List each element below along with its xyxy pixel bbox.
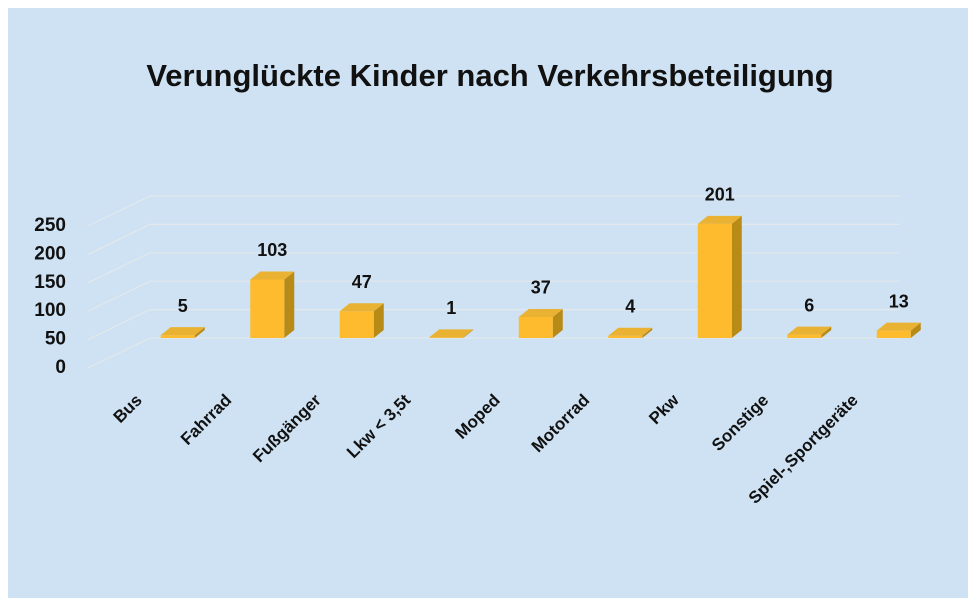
value-label: 37 [531,278,551,298]
y-tick-label: 200 [34,243,66,264]
background [8,8,968,598]
bar-top [339,303,384,312]
bar-side [463,329,474,338]
bar-side [642,327,653,338]
bar-front [876,330,911,338]
value-label: 103 [257,240,287,260]
bar-side [194,327,205,338]
bar [250,271,295,338]
bar [876,322,921,338]
bar-front [608,335,643,338]
bar-top [608,327,653,336]
bar-side [373,303,384,338]
value-label: 47 [352,272,372,292]
grid-line [87,309,900,341]
bar-front [518,316,553,338]
value-label: 4 [625,296,635,316]
grid-line [87,252,900,284]
value-label: 201 [705,185,735,205]
bar [697,215,742,338]
bar-front [697,223,732,338]
grid-line [87,337,900,369]
bar-front [787,334,822,338]
grid-line [87,195,900,227]
bar-front [429,337,464,338]
bar [608,327,653,338]
value-label: 1 [446,298,456,318]
bar-top [876,322,921,331]
y-tick-label: 100 [34,300,66,321]
bar [339,303,384,338]
bar [787,326,832,338]
bar-front [250,279,285,338]
value-label: 6 [804,295,814,315]
bar-side [284,271,295,338]
y-tick-label: 250 [34,215,66,236]
bar-top [429,329,474,338]
bar-side [731,215,742,338]
bar-top [697,215,742,224]
bar-top [250,271,295,280]
bar-side [910,322,921,338]
bar-side [552,308,563,338]
value-label: 13 [889,291,909,311]
y-tick-label: 0 [55,357,66,378]
bar [518,308,563,338]
bar [160,327,205,338]
y-tick-label: 150 [34,272,66,293]
bar-top [160,327,205,336]
bar [429,329,474,338]
value-label: 5 [178,296,188,316]
chart-title: Verunglückte Kinder nach Verkehrsbeteili… [146,58,833,93]
grid-line [87,280,900,312]
bar-front [160,335,195,338]
bar-top [787,326,832,335]
bar-front [339,311,374,338]
bar-top [518,308,563,317]
bar-side [821,326,832,338]
grid-line [87,223,900,255]
y-tick-label: 50 [45,329,66,350]
